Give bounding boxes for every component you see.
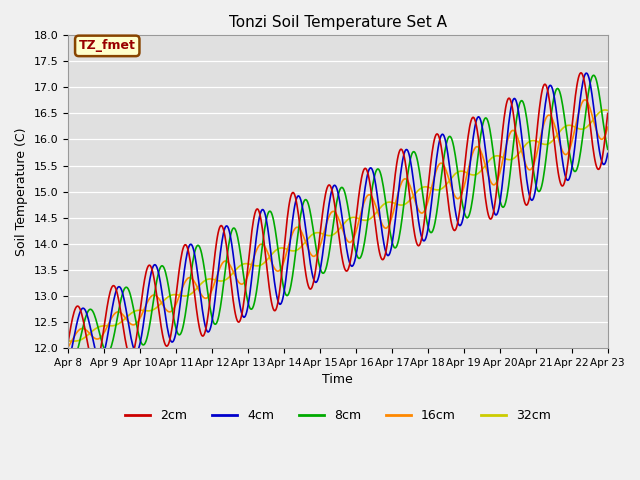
32cm — [404, 199, 412, 205]
8cm — [214, 318, 221, 324]
4cm — [403, 147, 411, 153]
16cm — [129, 322, 137, 328]
2cm — [64, 340, 72, 346]
32cm — [70, 338, 78, 344]
32cm — [64, 338, 72, 344]
4cm — [213, 283, 221, 288]
4cm — [419, 238, 427, 243]
8cm — [75, 343, 83, 349]
2cm — [420, 222, 428, 228]
Line: 16cm: 16cm — [68, 100, 608, 347]
16cm — [604, 124, 612, 130]
2cm — [130, 347, 138, 352]
32cm — [602, 107, 609, 113]
16cm — [74, 328, 82, 334]
32cm — [75, 338, 83, 344]
8cm — [130, 309, 138, 314]
4cm — [74, 317, 82, 323]
2cm — [185, 251, 193, 256]
16cm — [213, 274, 221, 279]
16cm — [64, 344, 72, 350]
Line: 8cm: 8cm — [68, 75, 608, 362]
Line: 32cm: 32cm — [68, 110, 608, 341]
32cm — [185, 292, 193, 298]
32cm — [420, 184, 428, 190]
4cm — [184, 246, 192, 252]
2cm — [604, 110, 612, 116]
4cm — [583, 70, 591, 76]
4cm — [129, 344, 137, 350]
32cm — [214, 277, 221, 283]
8cm — [64, 357, 72, 362]
32cm — [604, 108, 612, 113]
2cm — [577, 70, 584, 76]
Legend: 2cm, 4cm, 8cm, 16cm, 32cm: 2cm, 4cm, 8cm, 16cm, 32cm — [120, 404, 556, 427]
4cm — [64, 361, 72, 367]
8cm — [604, 146, 612, 152]
16cm — [403, 178, 411, 183]
16cm — [419, 210, 427, 216]
8cm — [420, 199, 428, 205]
Line: 4cm: 4cm — [68, 73, 608, 364]
8cm — [589, 72, 597, 78]
2cm — [214, 234, 221, 240]
8cm — [67, 360, 75, 365]
Title: Tonzi Soil Temperature Set A: Tonzi Soil Temperature Set A — [229, 15, 447, 30]
8cm — [185, 286, 193, 292]
2cm — [92, 363, 99, 369]
32cm — [130, 309, 138, 314]
8cm — [404, 169, 412, 175]
Text: TZ_fmet: TZ_fmet — [79, 39, 136, 52]
16cm — [184, 275, 192, 281]
X-axis label: Time: Time — [323, 373, 353, 386]
2cm — [404, 180, 412, 185]
4cm — [604, 151, 612, 156]
Line: 2cm: 2cm — [68, 73, 608, 366]
2cm — [74, 303, 82, 309]
Y-axis label: Soil Temperature (C): Soil Temperature (C) — [15, 127, 28, 256]
16cm — [581, 97, 589, 103]
